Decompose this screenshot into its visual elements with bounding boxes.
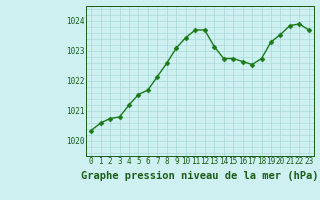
X-axis label: Graphe pression niveau de la mer (hPa): Graphe pression niveau de la mer (hPa) bbox=[81, 171, 319, 181]
